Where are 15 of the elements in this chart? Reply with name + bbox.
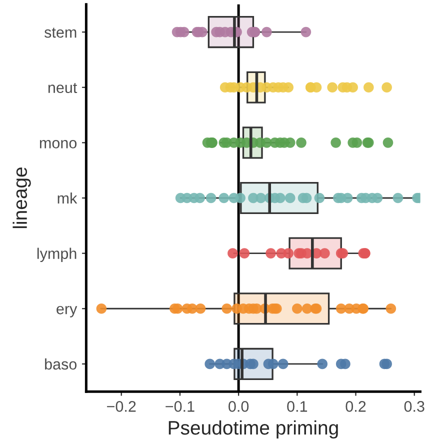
- x-tick-label: −0.1: [166, 401, 194, 412]
- x-tick-label: 0.2: [346, 401, 366, 412]
- y-tick-label: ery: [56, 306, 78, 318]
- y-axis-title: lineage: [12, 168, 31, 228]
- y-tick-label: stem: [44, 28, 76, 38]
- y-tick-label: lymph: [37, 248, 76, 262]
- x-tick-label: −0.2: [107, 401, 136, 412]
- y-tick-label: baso: [45, 358, 77, 370]
- y-tick-label: mono: [40, 140, 77, 148]
- x-tick-label: 0.0: [228, 401, 249, 412]
- x-tick-label: 0.3: [404, 401, 424, 412]
- y-tick-label: neut: [48, 83, 78, 94]
- x-axis-title: Pseudotime priming: [168, 420, 338, 439]
- y-tick-label: mk: [58, 192, 78, 204]
- x-tick-label: 0.1: [287, 401, 308, 412]
